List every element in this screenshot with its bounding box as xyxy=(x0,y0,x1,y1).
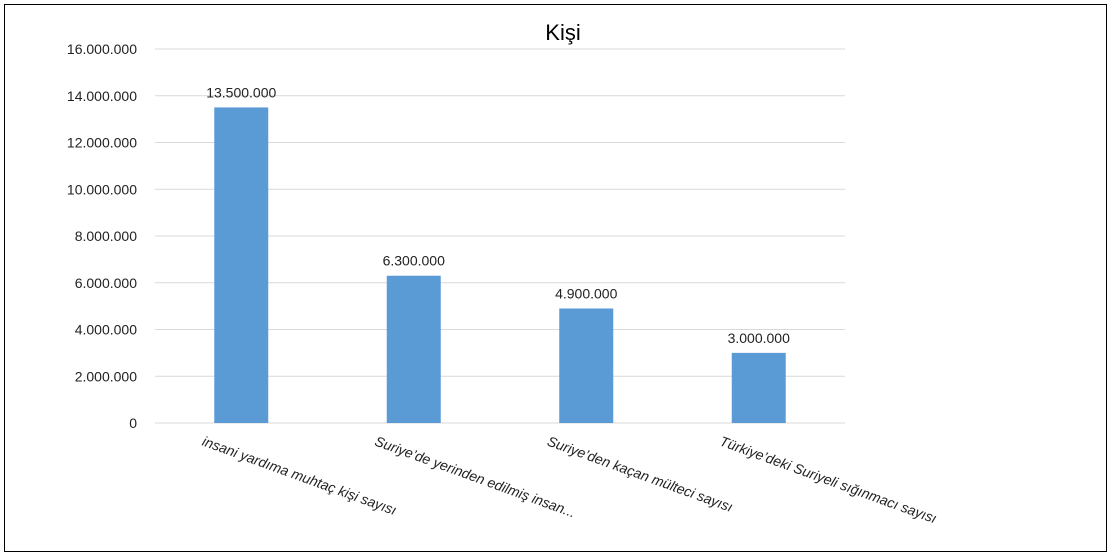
data-label: 3.000.000 xyxy=(728,330,790,346)
data-label: 6.300.000 xyxy=(383,253,445,269)
y-tick-label: 6.000.000 xyxy=(75,275,137,291)
bars xyxy=(214,107,786,423)
y-axis: 0 2.000.000 4.000.000 6.000.000 8.000.000 10.… xyxy=(67,41,137,431)
x-category-label: Türkiye’deki Suriyeli sığınmacı sayısı xyxy=(718,433,939,527)
x-axis: insani yardıma muhtaç kişi sayısı Suriye’… xyxy=(200,433,939,527)
data-label: 4.900.000 xyxy=(555,285,617,301)
bar xyxy=(559,308,614,423)
bar xyxy=(386,275,441,423)
data-labels: 13.500.000 6.300.000 4.900.000 3.000.000 xyxy=(206,84,790,345)
y-tick-label: 14.000.000 xyxy=(67,88,137,104)
y-tick-label: 8.000.000 xyxy=(75,228,137,244)
y-tick-label: 10.000.000 xyxy=(67,181,137,197)
bar xyxy=(731,352,786,423)
data-label: 13.500.000 xyxy=(206,84,276,100)
y-tick-label: 16.000.000 xyxy=(67,41,137,57)
x-category-label: insani yardıma muhtaç kişi sayısı xyxy=(200,433,399,518)
x-category-label: Suriye’den kaçan mülteci sayısı xyxy=(545,433,735,515)
gridlines xyxy=(155,48,845,424)
y-tick-label: 0 xyxy=(129,415,137,431)
bar xyxy=(214,107,269,423)
y-tick-label: 12.000.000 xyxy=(67,135,137,151)
y-tick-label: 2.000.000 xyxy=(75,368,137,384)
chart-title: Kişi xyxy=(545,20,580,45)
y-tick-label: 4.000.000 xyxy=(75,322,137,338)
